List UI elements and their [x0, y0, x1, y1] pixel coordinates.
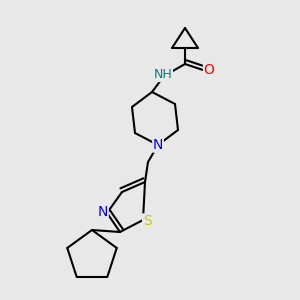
Text: S: S: [142, 214, 152, 228]
Text: N: N: [153, 138, 163, 152]
Text: O: O: [204, 63, 214, 77]
Text: N: N: [98, 205, 108, 219]
Text: NH: NH: [154, 68, 172, 82]
